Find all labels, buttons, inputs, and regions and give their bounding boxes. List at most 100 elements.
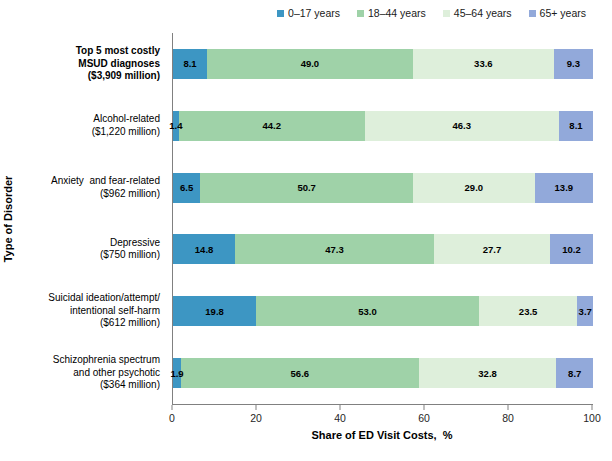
x-axis-title: Share of ED Visit Costs, % (172, 429, 592, 441)
bar-value-label: 27.7 (483, 244, 502, 255)
bar-row: 1.444.246.38.1 (173, 95, 593, 157)
category-label-line: and other psychotic (53, 367, 160, 380)
stacked-bar-chart: 0–17 years 18–44 years 45–64 years 65+ year… (0, 0, 612, 461)
bar-row: 1.9 56.6 32.8 8.7 (173, 342, 593, 404)
bar-value-label: 47.3 (325, 244, 344, 255)
bar-value-label: 10.2 (562, 244, 581, 255)
legend-item: 18–44 years (357, 7, 426, 19)
category-label-line: Anxiety and fear-related (51, 175, 160, 188)
legend-swatch-icon (277, 10, 284, 17)
stacked-bar: 19.8 53.0 23.5 3.7 (173, 296, 593, 326)
stacked-bar: 1.9 56.6 32.8 8.7 (173, 358, 593, 388)
bar-segment: 3.7 (577, 296, 593, 326)
bar-value-label: 32.8 (478, 368, 497, 379)
category-labels: Top 5 most costlyMSUD diagnoses($3,909 m… (16, 33, 166, 404)
x-tick-mark (256, 405, 257, 410)
bar-segment: 8.7 (556, 358, 593, 388)
legend-item: 45–64 years (443, 7, 512, 19)
x-tick-label: 60 (418, 412, 430, 424)
x-tick-mark (340, 405, 341, 410)
bar-segment: 8.1 (559, 111, 593, 141)
legend-swatch-icon (443, 10, 450, 17)
category-label-line: ($962 million) (51, 188, 160, 201)
x-tick-label: 20 (250, 412, 262, 424)
bar-value-label: 1.4 (169, 120, 182, 131)
bar-value-label: 46.3 (452, 120, 471, 131)
category-label: Schizophrenia spectrumand other psychoti… (16, 342, 166, 404)
y-axis-title: Type of Disorder (0, 33, 16, 404)
stacked-bar: 6.5 50.7 29.0 13.9 (173, 173, 593, 203)
bar-segment: 47.3 (235, 234, 434, 264)
x-tick-label: 100 (583, 412, 601, 424)
category-label: Suicidal ideation/attempt/intentional se… (16, 280, 166, 342)
category-label: Depressive($750 million) (16, 218, 166, 280)
bar-segment: 33.6 (413, 49, 554, 79)
bar-value-label: 13.9 (555, 182, 574, 193)
bar-value-label: 19.8 (205, 306, 224, 317)
x-tick-label: 0 (169, 412, 175, 424)
category-label-line: Top 5 most costly (76, 45, 160, 58)
bar-value-label: 9.3 (567, 58, 580, 69)
bar-segment: 8.1 (173, 49, 207, 79)
bar-value-label: 23.5 (519, 306, 538, 317)
x-tick-mark (592, 405, 593, 410)
bar-segment: 13.9 (535, 173, 593, 203)
bar-row: 8.1 49.0 33.6 9.3 (173, 33, 593, 95)
category-label-line: ($364 million) (53, 379, 160, 392)
bar-segment: 46.3 (365, 111, 559, 141)
bar-segment: 1.9 (173, 358, 181, 388)
bar-segment: 29.0 (413, 173, 535, 203)
x-tick-mark (508, 405, 509, 410)
bar-value-label: 50.7 (297, 182, 316, 193)
bar-segment: 23.5 (479, 296, 578, 326)
category-label-line: MSUD diagnoses (76, 58, 160, 71)
category-label: Top 5 most costlyMSUD diagnoses($3,909 m… (16, 33, 166, 95)
category-label-line: ($612 million) (48, 317, 160, 330)
bar-segment: 56.6 (181, 358, 419, 388)
bar-value-label: 53.0 (358, 306, 377, 317)
legend-label: 45–64 years (454, 7, 512, 19)
bar-segment: 50.7 (200, 173, 413, 203)
category-label-line: Alcohol-related (92, 113, 160, 126)
bar-value-label: 8.7 (568, 368, 581, 379)
bar-value-label: 44.2 (262, 120, 281, 131)
category-label-line: ($1,220 million) (92, 126, 160, 139)
bar-value-label: 49.0 (301, 58, 320, 69)
bar-segment: 49.0 (207, 49, 413, 79)
legend-label: 65+ years (540, 7, 586, 19)
x-tick-label: 80 (502, 412, 514, 424)
bar-value-label: 6.5 (180, 182, 193, 193)
legend: 0–17 years 18–44 years 45–64 years 65+ year… (277, 7, 586, 19)
legend-item: 0–17 years (277, 7, 340, 19)
x-tick-label: 40 (334, 412, 346, 424)
stacked-bar: 1.444.246.38.1 (173, 111, 593, 141)
bar-value-label: 56.6 (291, 368, 310, 379)
bar-segment: 32.8 (419, 358, 557, 388)
bar-segment: 19.8 (173, 296, 256, 326)
category-label: Anxiety and fear-related($962 million) (16, 157, 166, 219)
bar-row: 6.5 50.7 29.0 13.9 (173, 157, 593, 219)
x-tick-mark (172, 405, 173, 410)
bar-value-label: 1.9 (170, 368, 183, 379)
category-label-line: Schizophrenia spectrum (53, 354, 160, 367)
category-label: Alcohol-related($1,220 million) (16, 95, 166, 157)
bar-segment: 14.8 (173, 234, 235, 264)
legend-item: 65+ years (529, 7, 586, 19)
legend-label: 18–44 years (368, 7, 426, 19)
category-label-line: Suicidal ideation/attempt/ (48, 292, 160, 305)
bar-value-label: 33.6 (474, 58, 493, 69)
bar-segment: 6.5 (173, 173, 200, 203)
category-label-line: ($750 million) (100, 249, 160, 262)
bar-segment: 10.2 (550, 234, 593, 264)
bar-value-label: 8.1 (183, 58, 196, 69)
stacked-bar: 14.8 47.3 27.7 10.2 (173, 234, 593, 264)
legend-swatch-icon (529, 10, 536, 17)
y-axis-title-text: Type of Disorder (2, 175, 14, 262)
bar-value-label: 8.1 (569, 120, 582, 131)
category-label-line: ($3,909 million) (76, 70, 160, 83)
legend-label: 0–17 years (288, 7, 340, 19)
bar-segment: 27.7 (434, 234, 550, 264)
x-tick-mark (424, 405, 425, 410)
bar-segment: 53.0 (256, 296, 479, 326)
bar-segment: 44.2 (179, 111, 365, 141)
